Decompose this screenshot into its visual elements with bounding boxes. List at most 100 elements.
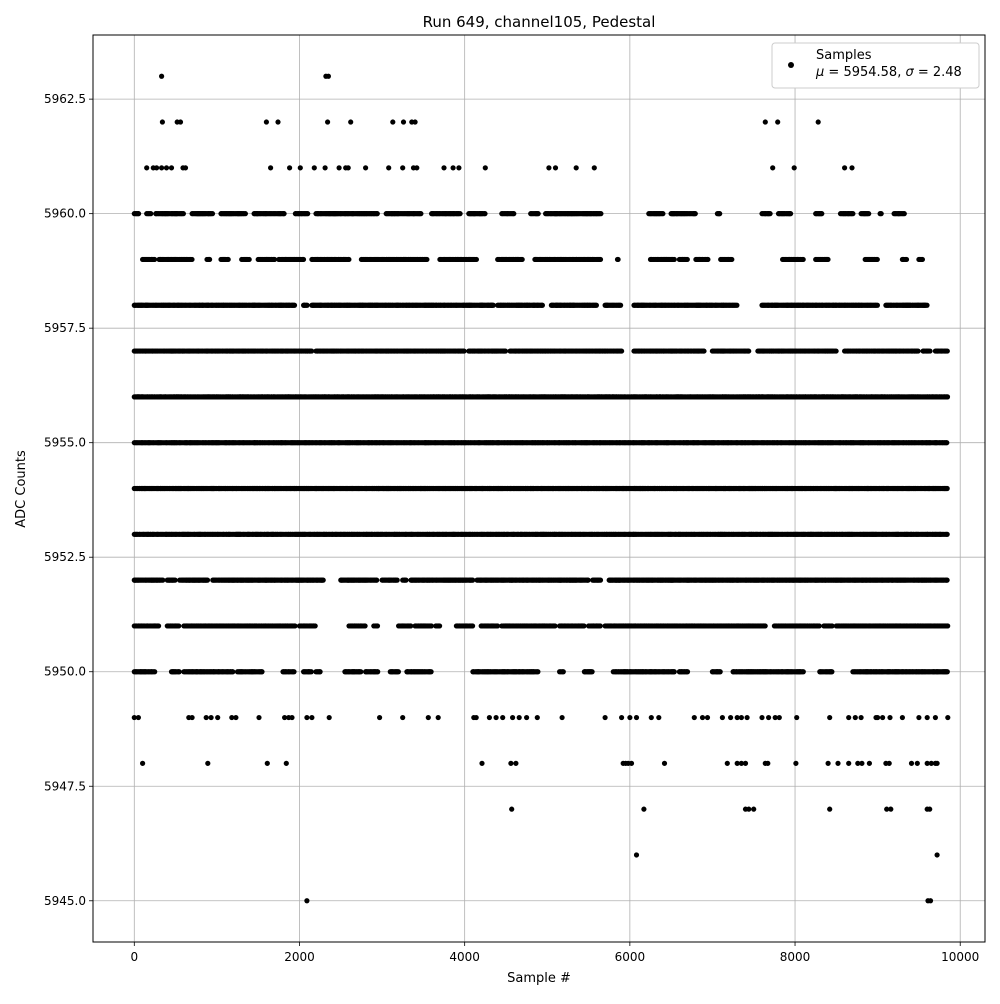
data-point — [482, 211, 487, 216]
data-point — [842, 165, 847, 170]
data-point — [819, 211, 824, 216]
data-point — [462, 348, 467, 353]
data-point — [243, 211, 248, 216]
data-point — [323, 165, 328, 170]
data-point — [701, 348, 706, 353]
data-point — [746, 348, 751, 353]
data-point — [390, 119, 395, 124]
data-point — [834, 348, 839, 353]
data-point — [540, 303, 545, 308]
data-point — [326, 74, 331, 79]
data-point — [511, 211, 516, 216]
chart-title: Run 649, channel105, Pedestal — [423, 13, 656, 31]
data-point — [136, 211, 141, 216]
data-point — [301, 257, 306, 262]
data-point — [268, 165, 273, 170]
data-point — [924, 303, 929, 308]
data-point — [183, 165, 188, 170]
data-point — [850, 211, 855, 216]
data-point — [305, 211, 310, 216]
data-point — [660, 211, 665, 216]
data-point — [169, 165, 174, 170]
data-point — [945, 486, 950, 491]
data-point — [693, 211, 698, 216]
data-point — [474, 257, 479, 262]
data-point — [945, 348, 950, 353]
data-point — [148, 211, 153, 216]
data-point — [298, 165, 303, 170]
data-point — [916, 348, 921, 353]
data-point — [154, 165, 159, 170]
data-point — [945, 394, 950, 399]
data-point — [685, 257, 690, 262]
data-point — [594, 303, 599, 308]
data-point — [287, 165, 292, 170]
data-point — [553, 165, 558, 170]
data-point — [292, 303, 297, 308]
data-point — [801, 257, 806, 262]
data-point — [305, 303, 310, 308]
data-point — [734, 303, 739, 308]
data-point — [546, 165, 551, 170]
data-point — [592, 165, 597, 170]
data-point — [849, 165, 854, 170]
data-point — [348, 119, 353, 124]
data-point — [159, 165, 164, 170]
data-point — [927, 348, 932, 353]
data-point — [483, 165, 488, 170]
data-point — [672, 257, 677, 262]
data-point — [763, 119, 768, 124]
data-point — [400, 165, 405, 170]
data-point — [189, 257, 194, 262]
data-point — [944, 440, 949, 445]
data-point — [875, 257, 880, 262]
data-point — [312, 165, 317, 170]
data-point — [503, 348, 508, 353]
data-point — [275, 119, 280, 124]
data-point — [346, 165, 351, 170]
data-point — [451, 165, 456, 170]
data-point — [816, 119, 821, 124]
data-point — [520, 257, 525, 262]
data-point — [536, 211, 541, 216]
data-point — [618, 303, 623, 308]
data-point — [210, 211, 215, 216]
data-point — [825, 257, 830, 262]
data-point — [144, 165, 149, 170]
data-point — [875, 303, 880, 308]
data-point — [207, 257, 212, 262]
data-point — [768, 211, 773, 216]
data-point — [456, 165, 461, 170]
data-point — [226, 257, 231, 262]
data-point — [337, 165, 342, 170]
data-point — [181, 211, 186, 216]
data-point — [775, 119, 780, 124]
data-point — [401, 119, 406, 124]
data-point — [619, 348, 624, 353]
data-point — [346, 257, 351, 262]
data-point — [458, 211, 463, 216]
data-point — [178, 119, 183, 124]
data-point — [598, 257, 603, 262]
data-point — [159, 74, 164, 79]
data-point — [325, 119, 330, 124]
data-point — [164, 165, 169, 170]
data-point — [616, 257, 621, 262]
data-point — [264, 119, 269, 124]
data-point — [920, 257, 925, 262]
data-point — [375, 211, 380, 216]
data-point — [418, 211, 423, 216]
data-point — [386, 165, 391, 170]
data-point — [247, 257, 252, 262]
data-point — [282, 211, 287, 216]
data-point — [574, 165, 579, 170]
data-point — [705, 257, 710, 262]
data-point — [152, 257, 157, 262]
data-point — [770, 165, 775, 170]
data-point — [866, 211, 871, 216]
data-point — [424, 257, 429, 262]
data-point — [363, 165, 368, 170]
